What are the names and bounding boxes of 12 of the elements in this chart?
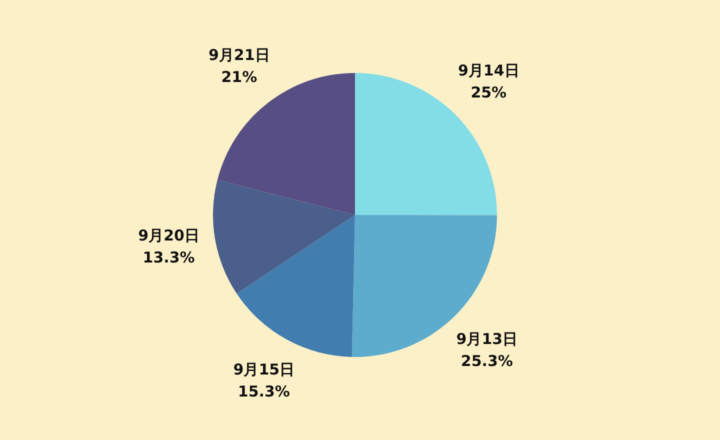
data-label: 25% (470, 84, 507, 102)
data-label: 13.3% (142, 248, 195, 267)
pie-slice (236, 215, 355, 357)
slice-label: 9月13日 (456, 330, 518, 348)
slice-label: 9月15日 (233, 360, 295, 378)
data-label: 15.3% (238, 382, 290, 400)
data-label: 25.3% (460, 352, 513, 370)
slice-label: 9月20日 (138, 226, 200, 245)
slice-label: 9月14日 (458, 62, 520, 80)
data-label: 21% (221, 68, 258, 86)
pie-slice (213, 180, 355, 294)
slice-label: 9月21日 (208, 46, 270, 64)
